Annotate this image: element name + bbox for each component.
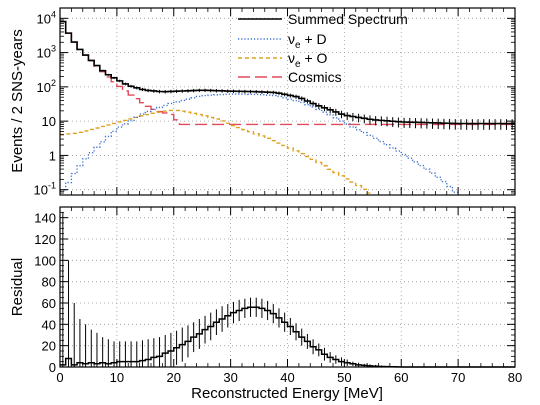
legend-entry: νe + O bbox=[288, 50, 328, 70]
x-tick-label: 0 bbox=[56, 370, 63, 385]
y-tick-label: 10-1 bbox=[34, 181, 56, 198]
y-tick-label: 60 bbox=[42, 296, 56, 311]
y-tick-label: 80 bbox=[42, 275, 56, 290]
y-tick-label: 102 bbox=[37, 78, 56, 95]
x-tick-label: 60 bbox=[394, 370, 408, 385]
y-tick-label: 120 bbox=[34, 232, 56, 247]
series-line bbox=[60, 93, 459, 193]
y-tick-label: 103 bbox=[37, 44, 56, 61]
y-tick-label: 0 bbox=[49, 360, 56, 375]
x-tick-label: 20 bbox=[167, 370, 181, 385]
x-tick-label: 80 bbox=[508, 370, 522, 385]
y-tick-label: 1 bbox=[49, 148, 56, 163]
x-tick-label: 40 bbox=[280, 370, 294, 385]
y-tick-label: 104 bbox=[37, 9, 56, 26]
y-tick-label: 10 bbox=[42, 114, 56, 129]
x-tick-label: 30 bbox=[223, 370, 237, 385]
x-tick-label: 70 bbox=[451, 370, 465, 385]
series-line bbox=[60, 20, 515, 126]
x-tick-label: 10 bbox=[110, 370, 124, 385]
x-axis-label: Reconstructed Energy [MeV] bbox=[191, 385, 383, 402]
spectrum-y-axis-label: Events / 2 SNS-years bbox=[9, 29, 26, 172]
y-tick-label: 20 bbox=[42, 339, 56, 354]
legend-entry: νe + D bbox=[288, 31, 327, 51]
legend-entry: Cosmics bbox=[288, 69, 342, 85]
residual-y-axis-label: Residual bbox=[9, 258, 26, 316]
y-tick-label: 140 bbox=[34, 211, 56, 226]
residual-grid bbox=[60, 207, 515, 367]
legend-entry: Summed Spectrum bbox=[288, 11, 408, 27]
residual-panel: 0 20 40 60 80 100 120 140 0 10 20 30 40 50 60 70 80 Resi… bbox=[9, 206, 522, 402]
residual-axis-ticks: 0 20 40 60 80 100 120 140 0 10 20 30 40 50 60 70 80 bbox=[34, 206, 522, 385]
x-tick-label: 50 bbox=[337, 370, 351, 385]
spectrum-series bbox=[60, 20, 515, 194]
series-line bbox=[60, 20, 515, 125]
y-tick-label: 100 bbox=[34, 253, 56, 268]
series-line bbox=[60, 109, 373, 194]
y-tick-label: 40 bbox=[42, 317, 56, 332]
spectrum-panel: 10-1 1 10 102 103 104 Summed Spectrum νe + Dνe… bbox=[9, 7, 516, 198]
spectrum-axis-ticks: 10-1 1 10 102 103 104 bbox=[34, 8, 516, 198]
